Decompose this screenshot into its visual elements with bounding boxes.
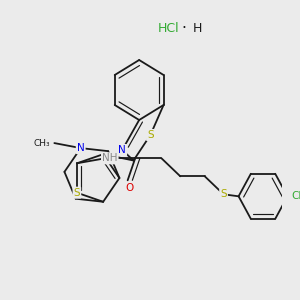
Text: N: N — [77, 143, 85, 153]
Text: HCl: HCl — [158, 22, 180, 34]
Text: S: S — [220, 189, 227, 199]
Text: S: S — [147, 130, 154, 140]
Text: CH₃: CH₃ — [34, 139, 51, 148]
Text: Cl: Cl — [291, 191, 300, 201]
Text: S: S — [74, 188, 80, 198]
Text: NH: NH — [102, 153, 118, 163]
Text: N: N — [118, 145, 126, 155]
Text: O: O — [125, 183, 134, 193]
Text: H: H — [193, 22, 202, 34]
Text: ·: · — [182, 20, 187, 35]
